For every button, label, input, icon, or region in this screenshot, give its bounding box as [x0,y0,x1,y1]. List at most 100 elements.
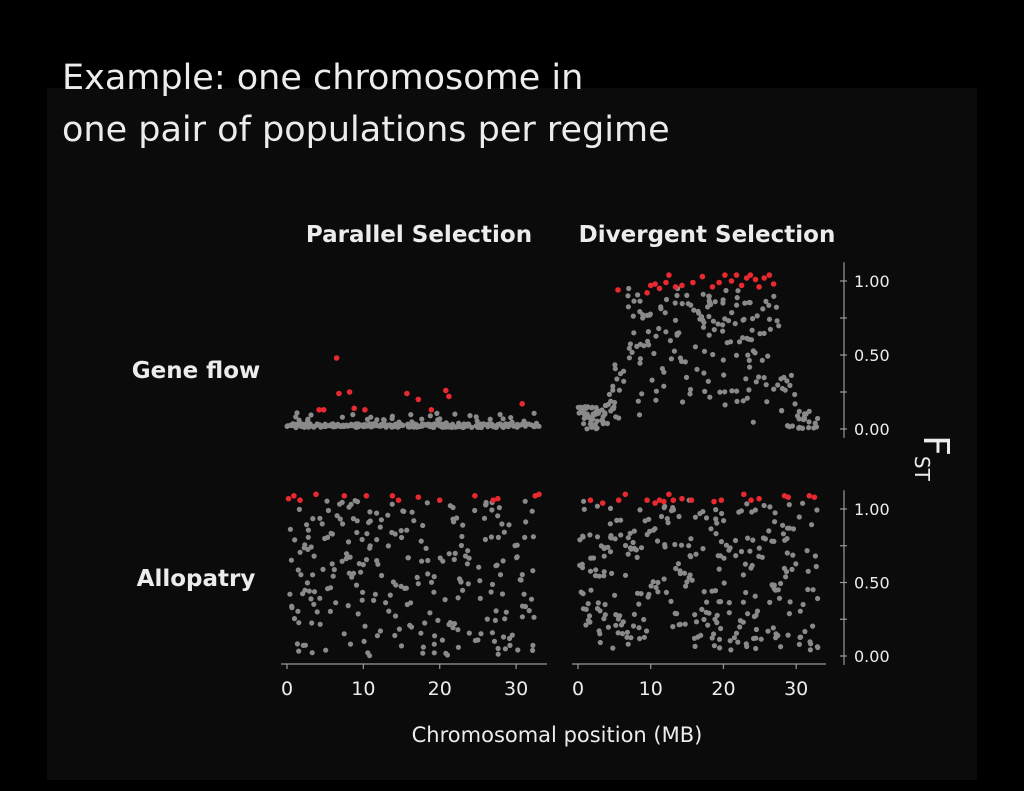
data-point [635,292,641,298]
data-point [626,285,632,292]
data-point [420,650,426,656]
data-point [641,616,647,623]
data-point [677,568,683,574]
data-point [766,528,772,534]
data-point [374,510,380,516]
data-point [514,542,520,548]
outlier-point [341,493,348,499]
data-point [786,502,792,508]
data-point [780,522,786,528]
data-point [361,638,367,645]
data-point [606,391,613,397]
outlier-point [320,407,327,413]
data-point [765,353,771,359]
data-point [628,635,634,641]
data-point [747,364,753,370]
data-point [662,542,668,548]
data-point [308,412,314,418]
data-point [753,635,759,641]
data-point [327,608,333,615]
data-point [745,352,751,358]
outlier-point [336,390,342,397]
data-point [784,423,791,429]
data-point [692,514,699,520]
data-point [625,551,631,557]
data-point [501,529,507,535]
data-point [625,535,631,541]
data-point [350,516,356,522]
data-point [641,634,648,640]
chart-marks: 0 10 20 30 0 10 20 30 0.00 0.50 1.00 0.00 0.50 1.00 [281,262,890,700]
data-point [586,613,593,619]
data-point [325,507,331,514]
data-point [744,395,750,401]
data-point [292,537,298,543]
data-point [455,627,461,633]
data-point [635,398,641,404]
data-point [778,580,784,587]
x-tick-label: 20 [428,678,452,700]
data-point [710,318,717,324]
data-point [672,541,678,548]
outlier-point [333,355,340,361]
data-point [796,425,802,431]
data-point [616,415,622,421]
data-point [714,612,720,618]
data-point [305,534,311,540]
data-point [611,404,617,410]
data-point [618,532,624,538]
outlier-point [718,497,725,504]
data-point [644,531,650,538]
data-point [419,421,425,427]
data-point [472,507,478,514]
x-tick-label: 10 [351,678,375,700]
data-point [756,374,762,380]
data-point [452,550,458,557]
data-point [668,356,675,362]
data-point [748,565,754,571]
data-point [621,368,627,374]
data-point [805,568,811,574]
data-point [337,516,343,522]
data-point [290,421,296,427]
data-point [424,500,430,506]
data-point [806,425,812,431]
data-point [655,579,661,586]
data-point [354,518,360,524]
row-label-gene-flow: Gene flow [132,358,261,384]
data-point [782,387,788,393]
data-point [663,296,670,303]
data-point [419,558,425,564]
data-point [728,647,734,653]
data-point [333,422,339,428]
data-point [434,410,440,416]
data-point [588,555,594,561]
data-point [754,608,761,614]
data-point [418,538,424,544]
data-point [614,517,620,524]
data-point [743,376,749,382]
data-point [812,420,818,426]
data-point [325,586,331,592]
data-point [658,513,665,520]
data-point [750,537,756,543]
data-point [357,423,363,429]
data-point [502,616,508,622]
data-point [652,526,658,532]
outlier-point [495,495,501,502]
data-point [760,306,766,312]
data-point [500,634,507,640]
data-point [721,372,727,378]
data-point [447,503,453,509]
data-point [581,408,587,414]
data-point [409,509,415,515]
data-point [699,606,705,613]
data-point [508,415,514,421]
data-point [638,545,645,551]
data-point [331,567,337,573]
data-point [339,558,345,564]
data-point [787,599,793,605]
data-point [581,506,587,512]
data-point [720,300,726,306]
outlier-point [690,279,696,286]
